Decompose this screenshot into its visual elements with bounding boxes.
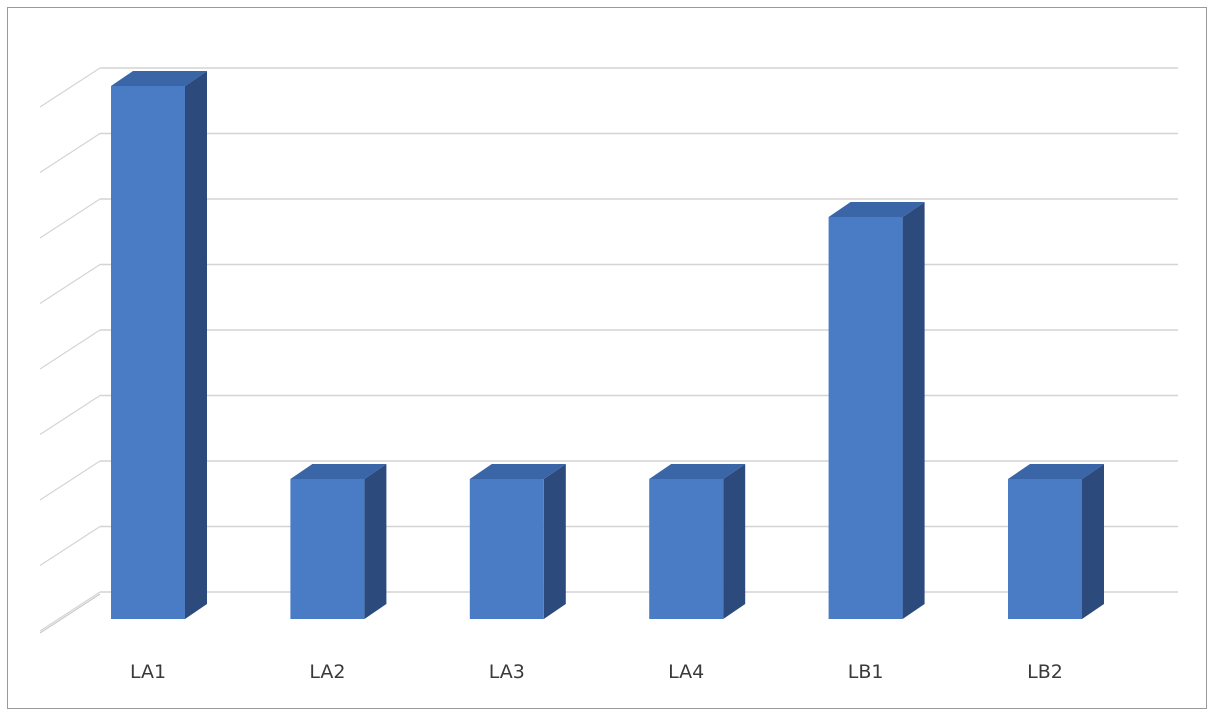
side-wall-line (39, 132, 101, 174)
bar-front (111, 86, 185, 619)
category-label: LB2 (1027, 661, 1063, 683)
bar-lb2 (1008, 464, 1104, 619)
category-label: LA3 (489, 661, 525, 683)
bar-top (1008, 464, 1104, 479)
bar-la4 (649, 464, 746, 619)
category-label: LB1 (848, 661, 884, 683)
side-wall-line (39, 263, 101, 305)
category-label: LA4 (668, 661, 704, 683)
bar-front (469, 479, 544, 619)
bar-front (649, 479, 724, 619)
side-wall-line (39, 329, 101, 370)
bar-top (111, 71, 207, 86)
category-label: LA2 (309, 661, 345, 683)
bar-la3 (469, 464, 566, 619)
bars-group (111, 71, 1104, 619)
bar-side (364, 464, 387, 619)
category-labels: LA1 LA2 LA3 LA4 LB1 LB2 (130, 661, 1063, 683)
bar-front (828, 217, 903, 619)
side-wall-line (39, 591, 101, 632)
bar-top (828, 202, 925, 217)
bar-top (649, 464, 746, 479)
bar-la2 (290, 464, 387, 619)
bar-side (902, 202, 925, 619)
bar-la1 (111, 71, 207, 619)
bar-side (543, 464, 566, 619)
side-wall-line (39, 460, 101, 501)
bar-top (469, 464, 566, 479)
bar-side (1082, 464, 1104, 619)
side-wall-line (39, 394, 101, 436)
side-wall-line (39, 67, 101, 108)
side-wall-gridlines (39, 67, 101, 634)
bar-front (290, 479, 365, 619)
side-wall-line (39, 525, 101, 567)
category-label: LA1 (130, 661, 166, 683)
bar-top (290, 464, 387, 479)
bar-side (185, 71, 207, 619)
floor-edge (39, 593, 101, 634)
bar-lb1 (828, 202, 925, 619)
back-wall-gridlines (100, 67, 1178, 593)
bar-front (1008, 479, 1082, 619)
bar-side (723, 464, 746, 619)
side-wall-line (39, 198, 101, 239)
